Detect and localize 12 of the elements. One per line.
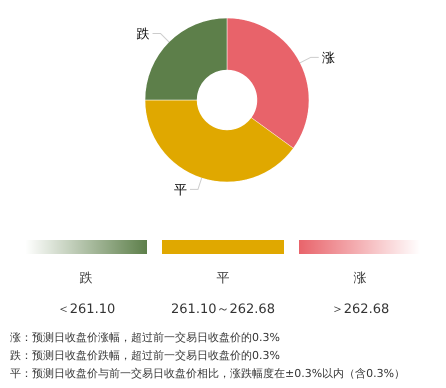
slice-label: 涨 (322, 50, 335, 66)
slice-label: 平 (174, 182, 187, 198)
text: 261.10～262.68 (171, 302, 275, 317)
category-label: 涨 (354, 271, 366, 286)
category-label: 平 (216, 271, 230, 286)
text: 涨：预测日收盘价涨幅，超过前一交易日收盘价的0.3% (10, 331, 280, 344)
text: ＞262.68 (330, 302, 390, 317)
text: 平：预测日收盘价与前一交易日收盘价相比，涨跌幅度在±0.3%以内（含0.3%） (10, 367, 406, 380)
text: ＜261.10 (56, 302, 116, 317)
slice-label: 跌 (136, 27, 150, 42)
category-label: 跌 (80, 271, 92, 286)
text: 跌：预测日收盘价跌幅，超过前一交易日收盘价的0.3% (10, 349, 280, 362)
